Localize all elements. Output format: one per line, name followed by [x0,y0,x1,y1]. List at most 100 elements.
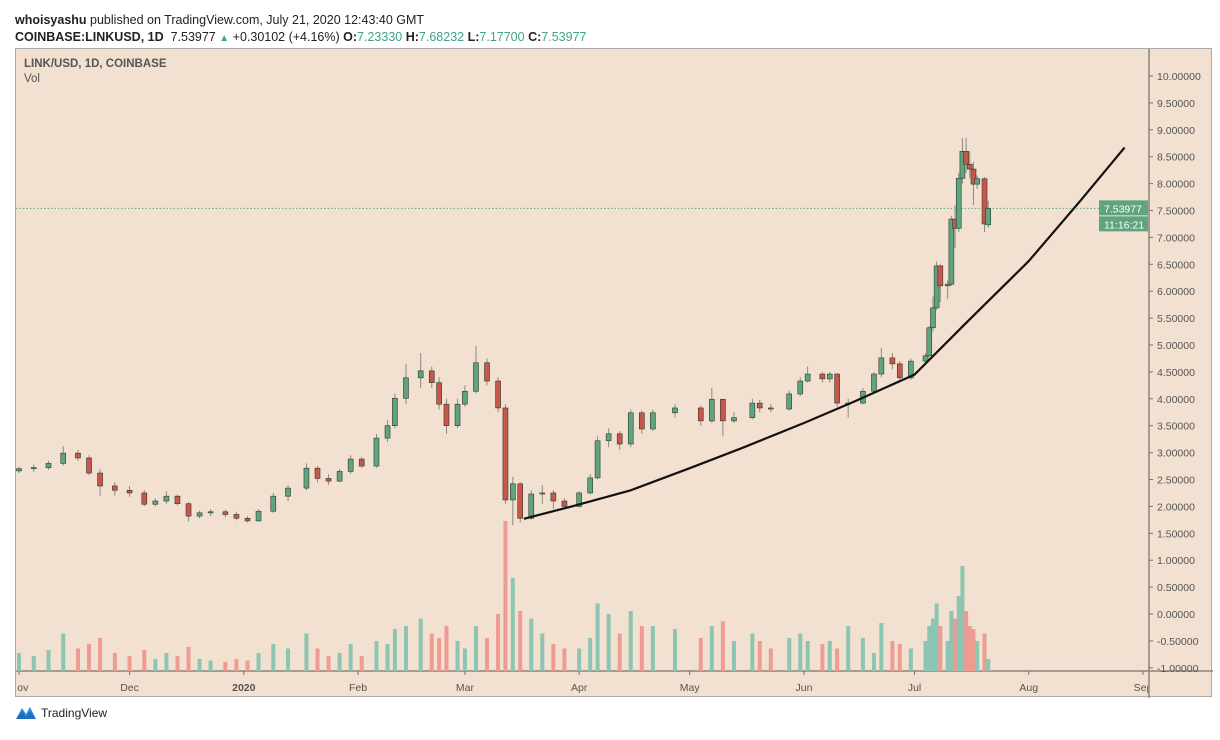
y-tick-label: 5.00000 [1157,340,1195,352]
candle-body [112,485,118,491]
volume-bar [930,618,935,671]
candle-body [336,471,343,482]
tradingview-brand: TradingView [41,706,108,720]
y-tick-label: 3.00000 [1157,448,1195,460]
candle-body [896,363,903,379]
tradingview-logo[interactable]: TradingView [15,705,107,721]
volume-bar [374,641,379,671]
candle-body [163,495,170,502]
y-tick-label: 9.00000 [1157,125,1195,137]
volume-bar [286,648,291,671]
y-tick-label: 0.00000 [1157,609,1195,621]
y-tick-label: 2.50000 [1157,475,1195,487]
candle-body [731,417,737,422]
volume-bar [606,614,611,671]
volume-bar [337,653,342,671]
candle-body [616,433,623,445]
candle-body [373,437,380,467]
volume-bar [437,638,442,671]
trendline [523,146,1126,520]
y-tick-label: -0.50000 [1157,636,1199,648]
candle-body [587,477,594,494]
volume-bar [698,638,703,671]
volume-bar [805,641,810,671]
price-chart[interactable]: 10.00000 9.50000 9.00000 8.50000 8.00000 7.50… [16,49,1213,698]
volume-bar [429,633,434,671]
candle-body [963,151,969,165]
y-tick-label: 9.50000 [1157,98,1195,110]
candle-body [981,178,988,225]
candle-body [639,412,645,430]
volume-bar [75,648,80,671]
y-tick-label: 6.50000 [1157,259,1195,271]
y-tick-label: 0.50000 [1157,582,1195,594]
volume-bar [359,656,364,671]
volume-bar [234,659,239,671]
volume-bar [496,614,501,671]
volume-bar [934,603,939,671]
volume-bar [164,653,169,671]
candle-body [428,370,435,383]
volume-bar [860,638,865,671]
up-triangle-icon: ▲ [219,33,230,44]
candle-body [930,307,936,329]
open-label: O: [343,30,358,44]
x-tick-label: Apr [571,682,588,694]
candle-body [502,407,509,501]
chart-frame[interactable]: 10.00000 9.50000 9.00000 8.50000 8.00000 7.50… [15,48,1213,698]
candle-body [196,512,203,517]
candle-body [510,483,516,501]
volume-bar [923,641,928,671]
candle-body [384,425,391,439]
candle-body [697,407,704,422]
x-tick-label: 2020 [232,682,256,694]
volume-bar [403,626,408,671]
candle-body [443,403,450,426]
volume-bar [473,626,478,671]
volume-bar [827,641,832,671]
candle-body [75,452,81,459]
volume-bar [223,662,228,671]
y-tick-label: 4.00000 [1157,394,1195,406]
volume-bar [617,633,622,671]
volume-bar [720,621,725,671]
x-tick-label: Nov [16,682,29,694]
candle-body [804,373,811,382]
countdown-tag [1099,216,1148,232]
candle-body [672,407,678,414]
volume-bar [485,638,490,671]
volume-bar [112,653,117,671]
y-tick-label: 4.50000 [1157,367,1195,379]
volume-bar [197,659,202,671]
last-price-tag-text: 7.53977 [1104,203,1142,215]
candle-body [233,514,240,519]
volume-bar [871,653,876,671]
volume-bar [392,629,397,671]
candle-body [650,412,656,430]
volume-bar [17,653,21,671]
volume-bar [245,660,250,671]
candle-body [347,458,354,472]
candle-body [749,402,756,418]
volume-bar [153,659,158,671]
candle-body [244,517,251,522]
candle-body [797,380,804,395]
x-tick-label: Dec [120,682,139,694]
volume-bar [46,650,51,671]
last-price-tag [1099,200,1148,216]
volume-bar [142,650,147,671]
volume-bar [529,618,534,671]
candle-body [97,472,103,487]
candle-body [185,503,192,517]
volume-bar [304,633,309,671]
candle-body [303,467,310,489]
symbol: COINBASE:LINKUSD, 1D [15,30,164,44]
candle-body [222,511,229,515]
volume-bar [385,644,390,671]
volume-bar [540,633,545,671]
candle-body [45,463,52,468]
y-tick-label: 3.50000 [1157,421,1195,433]
author-name[interactable]: whoisyashu [15,13,87,27]
y-tick-label: 2.00000 [1157,501,1195,513]
candle-body [528,493,535,519]
